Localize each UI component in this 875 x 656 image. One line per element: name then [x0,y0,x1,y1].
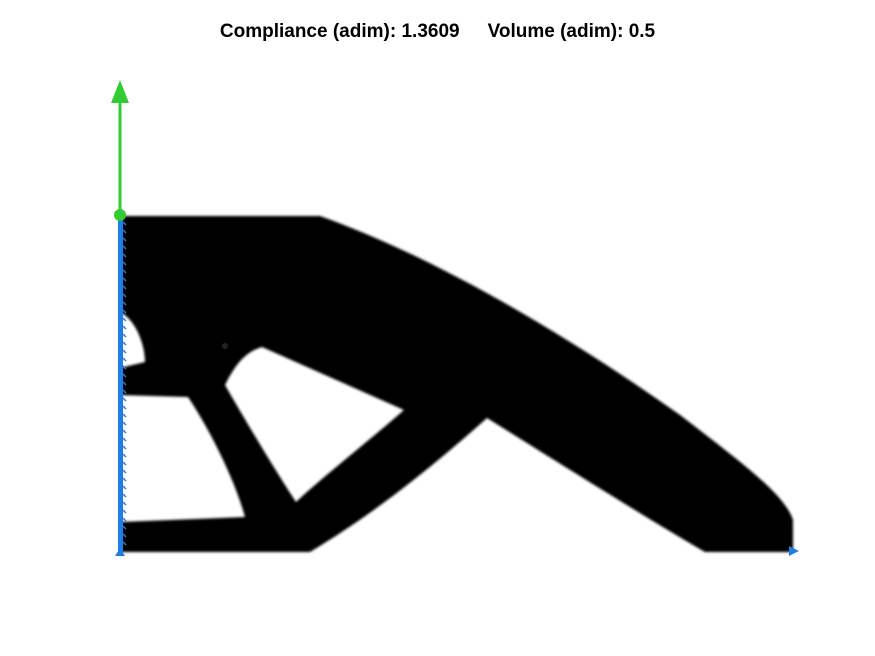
left-support-hatch-icon [122,221,127,546]
bottom-right-support-arrow-icon [789,546,799,556]
compliance-value: 1.3609 [401,21,460,42]
compliance-label: Compliance (adim): [219,21,397,42]
material-speck [222,343,228,349]
load-point-icon [114,209,126,221]
material-region [120,216,793,552]
volume-value: 0.5 [628,21,656,42]
bottom-left-support-icon [115,548,125,556]
volume-label: Volume (adim): [487,21,624,42]
left-support-line [118,218,123,552]
up-arrow-icon [111,80,129,103]
figure-title: Compliance (adim): 1.3609 Volume (adim): … [0,18,875,46]
